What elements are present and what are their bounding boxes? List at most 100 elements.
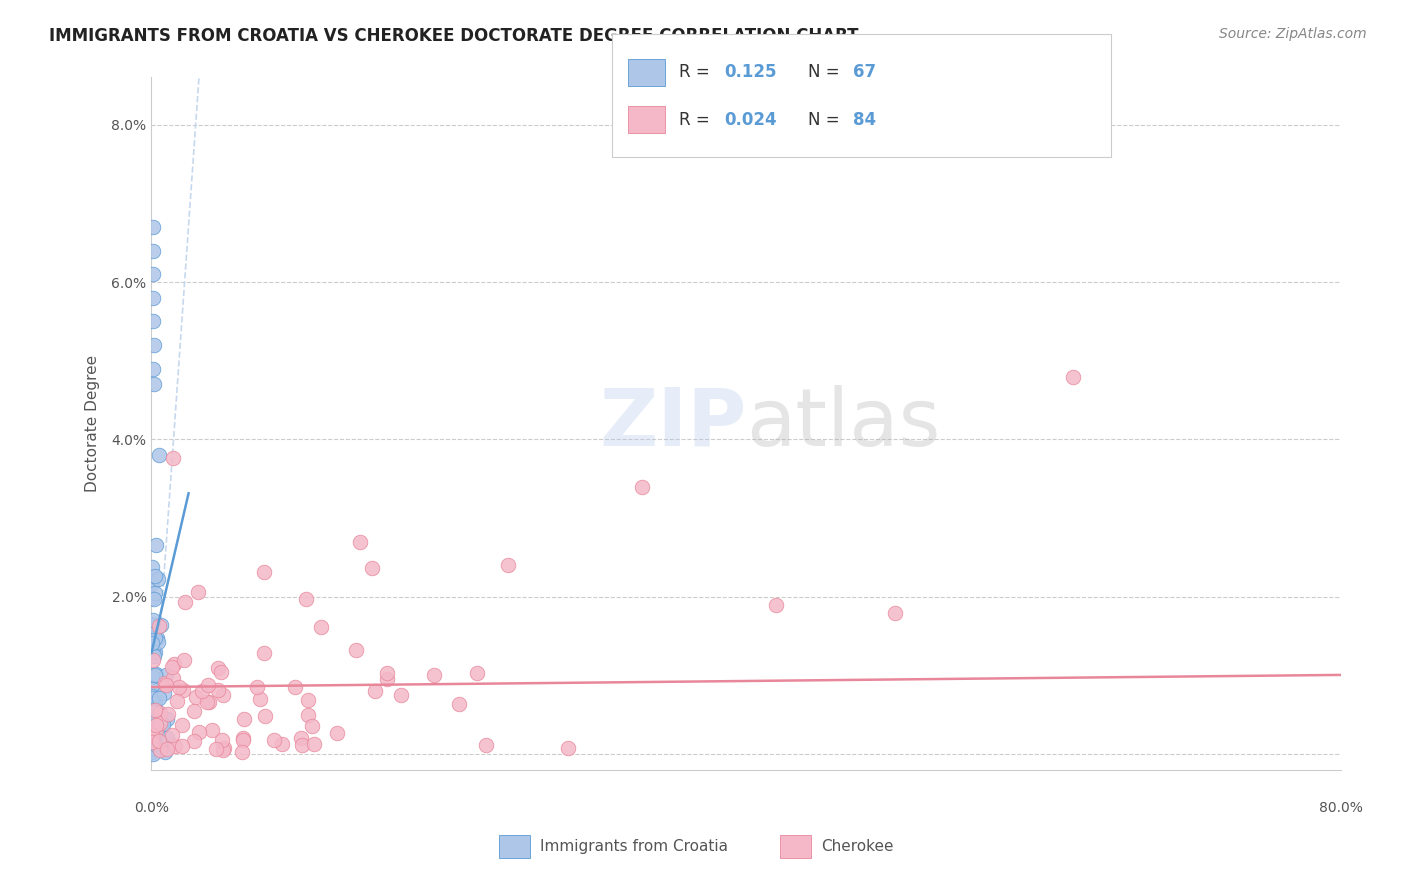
Point [198,695,221,709]
Point [173,595,195,609]
Point [142,267,165,281]
Text: R =: R = [679,111,716,128]
Point [297,693,319,707]
Point [145,538,167,552]
Point [152,717,174,731]
Point [148,691,170,706]
Point [148,619,170,633]
Point [142,705,165,719]
Point [141,689,163,703]
Point [148,634,170,648]
Point [155,678,177,692]
Point [475,738,498,752]
Point [263,732,285,747]
Point [143,706,166,720]
Text: Cherokee: Cherokee [821,839,894,854]
Point [449,697,471,711]
Point [191,684,214,698]
Point [141,745,163,759]
Point [143,377,166,392]
Point [149,715,172,730]
Point [172,682,194,697]
Point [156,742,179,756]
Point [201,723,224,738]
Point [364,683,387,698]
Point [150,617,173,632]
Point [142,697,165,711]
Point [883,606,905,620]
Point [142,727,165,741]
Point [349,534,371,549]
Point [141,636,163,650]
Point [143,632,166,646]
Point [141,591,163,605]
Text: atlas: atlas [747,384,941,463]
Point [211,733,233,747]
Point [389,688,412,702]
Point [141,728,163,742]
Point [145,723,167,738]
Point [149,743,172,757]
Point [162,451,184,466]
Point [142,219,165,234]
Point [146,631,169,645]
Point [197,695,219,709]
Point [207,682,229,697]
Point [145,667,167,681]
Point [142,592,165,607]
Point [141,741,163,756]
Point [141,682,163,697]
Point [142,653,165,667]
Point [209,665,232,679]
Point [142,291,165,305]
Point [142,737,165,751]
Point [142,617,165,632]
Point [142,314,165,328]
Point [145,718,167,732]
Point [142,742,165,756]
Point [172,739,194,753]
Point [145,694,167,708]
Point [311,620,333,634]
Point [162,671,184,685]
Point [253,566,276,580]
Point [205,742,228,756]
Point [212,741,235,756]
Text: R =: R = [679,63,716,81]
Point [156,712,179,726]
Point [141,739,163,753]
Text: 0.0%: 0.0% [134,800,169,814]
Point [146,572,169,586]
Point [155,667,177,681]
Point [142,747,165,761]
Point [167,681,190,695]
Point [631,480,654,494]
Point [186,690,208,704]
Point [141,715,163,730]
Point [183,734,205,748]
Point [156,707,179,722]
Text: 84: 84 [853,111,876,128]
Point [172,717,194,731]
Point [496,558,519,573]
Text: 0.024: 0.024 [724,111,776,128]
Point [141,559,163,574]
Point [143,703,166,717]
Point [145,703,167,717]
Point [375,672,398,686]
Point [142,716,165,731]
Point [1062,369,1084,384]
Point [143,648,166,663]
Point [375,665,398,680]
Point [290,731,312,745]
Text: IMMIGRANTS FROM CROATIA VS CHEROKEE DOCTORATE DEGREE CORRELATION CHART: IMMIGRANTS FROM CROATIA VS CHEROKEE DOCT… [49,27,859,45]
Point [148,734,170,748]
Text: ZIP: ZIP [599,384,747,463]
Point [141,714,163,729]
Point [183,704,205,718]
Point [160,659,183,673]
Point [207,661,229,675]
Point [141,575,163,590]
Point [232,731,254,746]
Point [187,725,209,739]
